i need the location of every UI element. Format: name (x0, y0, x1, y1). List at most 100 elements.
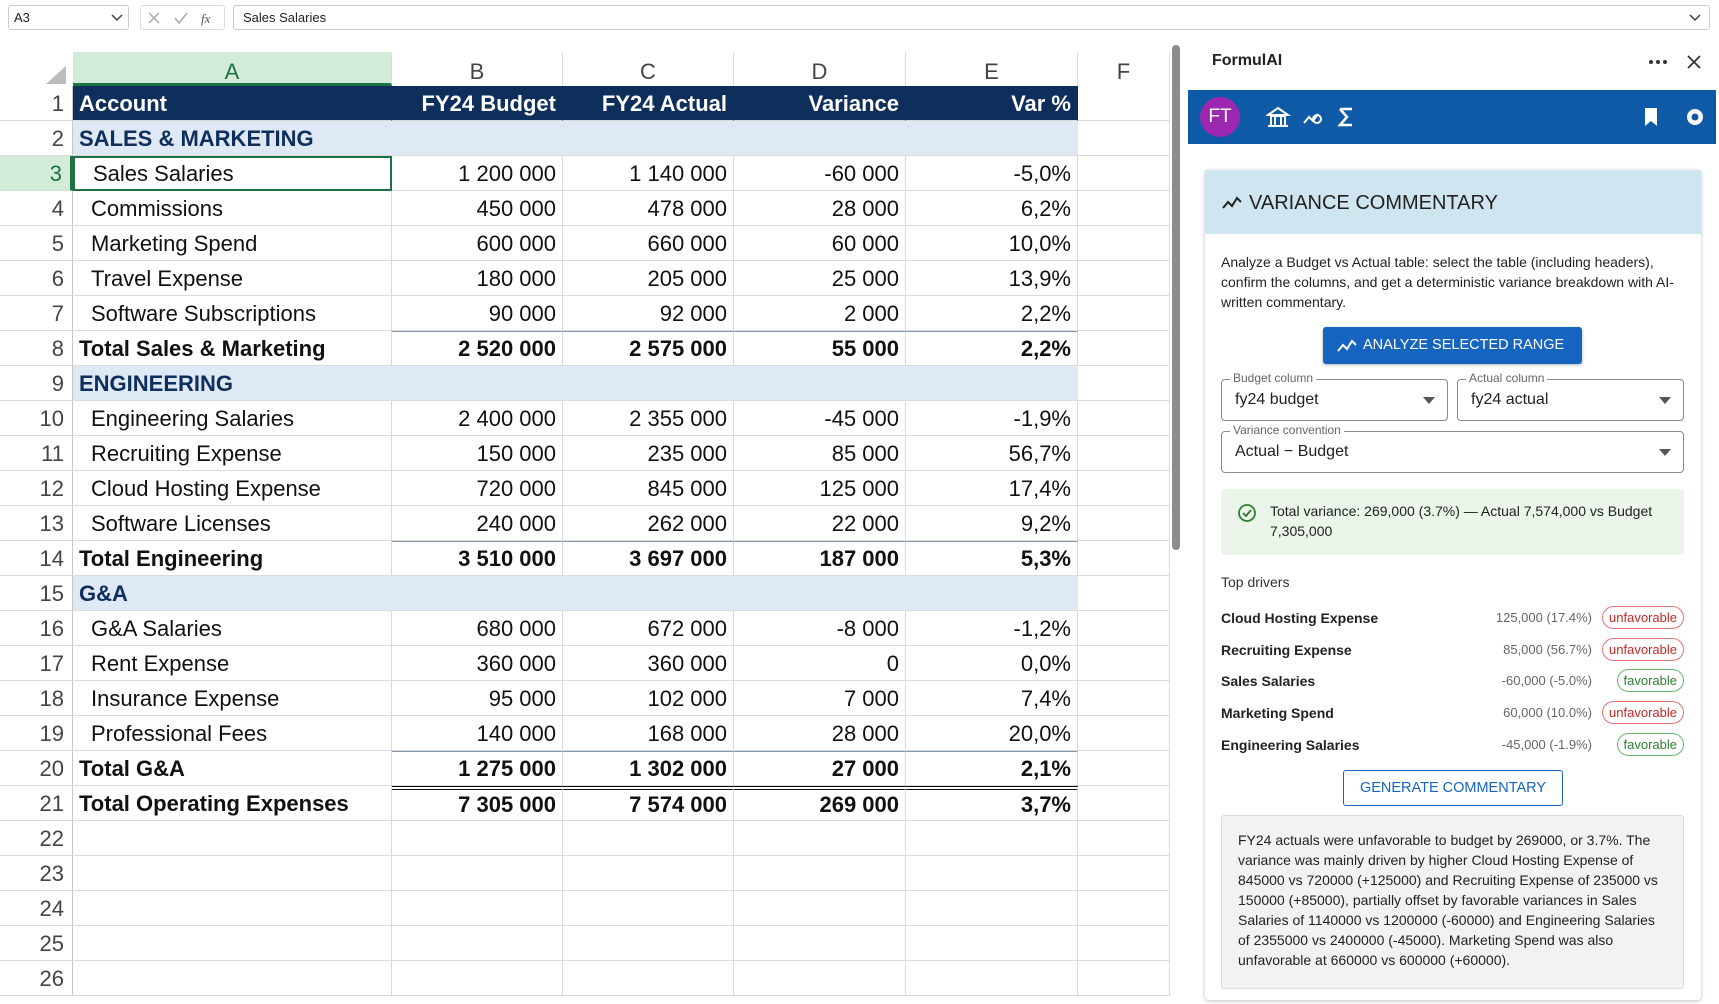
cell[interactable]: 0,0% (906, 646, 1078, 681)
cell[interactable]: 2 400 000 (392, 401, 563, 436)
empty-cell[interactable] (1078, 646, 1170, 681)
empty-cell[interactable] (906, 856, 1078, 891)
empty-cell[interactable] (1078, 121, 1170, 156)
panel-controls[interactable] (1648, 52, 1718, 72)
cell[interactable]: 0 (734, 646, 906, 681)
cell[interactable]: 360 000 (563, 646, 734, 681)
empty-cell[interactable] (563, 856, 734, 891)
empty-cell[interactable] (1078, 716, 1170, 751)
row-number[interactable]: 2 (0, 121, 73, 156)
row-number[interactable]: 15 (0, 576, 73, 611)
empty-cell[interactable] (734, 961, 906, 996)
cell[interactable]: G&A (73, 576, 392, 611)
cell[interactable]: 1 200 000 (392, 156, 563, 191)
empty-cell[interactable] (1078, 821, 1170, 856)
empty-cell[interactable] (906, 961, 1078, 996)
cell[interactable]: 660 000 (563, 226, 734, 261)
toolbar-icons[interactable] (1266, 105, 1366, 129)
empty-cell[interactable] (906, 821, 1078, 856)
cell[interactable]: Marketing Spend (73, 226, 392, 261)
cell[interactable]: 3,7% (906, 786, 1078, 821)
cell[interactable]: 1 140 000 (563, 156, 734, 191)
empty-cell[interactable] (1078, 86, 1170, 121)
cell[interactable]: -5,0% (906, 156, 1078, 191)
budget-select[interactable]: Budget column fy24 budget (1221, 371, 1448, 421)
empty-cell[interactable] (1078, 366, 1170, 401)
column-header[interactable]: C (563, 52, 734, 86)
empty-cell[interactable] (1078, 856, 1170, 891)
cell[interactable]: 60 000 (734, 226, 906, 261)
cell[interactable]: Rent Expense (73, 646, 392, 681)
column-header[interactable]: F (1078, 52, 1170, 86)
cell[interactable]: Software Licenses (73, 506, 392, 541)
empty-cell[interactable] (906, 891, 1078, 926)
cell[interactable]: Total Sales & Marketing (73, 331, 392, 366)
row-number[interactable]: 23 (0, 856, 73, 891)
row-number[interactable]: 12 (0, 471, 73, 506)
cell[interactable]: 17,4% (906, 471, 1078, 506)
cell[interactable]: 7 574 000 (563, 786, 734, 821)
cell[interactable]: 140 000 (392, 716, 563, 751)
empty-cell[interactable] (734, 366, 906, 401)
empty-cell[interactable] (392, 961, 563, 996)
empty-cell[interactable] (734, 821, 906, 856)
row-number[interactable]: 25 (0, 926, 73, 961)
empty-cell[interactable] (1078, 226, 1170, 261)
cell[interactable]: 20,0% (906, 716, 1078, 751)
empty-cell[interactable] (1078, 156, 1170, 191)
cell[interactable]: 90 000 (392, 296, 563, 331)
row-number[interactable]: 14 (0, 541, 73, 576)
empty-cell[interactable] (392, 821, 563, 856)
cell[interactable]: 680 000 (392, 611, 563, 646)
row-number[interactable]: 16 (0, 611, 73, 646)
cell[interactable]: 2,1% (906, 751, 1078, 786)
cell[interactable]: 5,3% (906, 541, 1078, 576)
cell[interactable]: SALES & MARKETING (73, 121, 392, 156)
empty-cell[interactable] (906, 366, 1078, 401)
cell[interactable]: Sales Salaries (73, 156, 392, 191)
cell[interactable]: 180 000 (392, 261, 563, 296)
cell[interactable]: 269 000 (734, 786, 906, 821)
empty-cell[interactable] (563, 891, 734, 926)
cell[interactable]: Variance (734, 86, 906, 121)
cell[interactable]: Insurance Expense (73, 681, 392, 716)
empty-cell[interactable] (1078, 506, 1170, 541)
empty-cell[interactable] (1078, 786, 1170, 821)
cell[interactable]: 205 000 (563, 261, 734, 296)
cell[interactable]: 187 000 (734, 541, 906, 576)
empty-cell[interactable] (1078, 191, 1170, 226)
cell[interactable]: 2 000 (734, 296, 906, 331)
cell[interactable]: 478 000 (563, 191, 734, 226)
empty-cell[interactable] (1078, 296, 1170, 331)
cell[interactable]: 27 000 (734, 751, 906, 786)
column-header[interactable]: B (392, 52, 563, 86)
cell[interactable]: 10,0% (906, 226, 1078, 261)
cell[interactable]: -1,9% (906, 401, 1078, 436)
cell[interactable]: FY24 Actual (563, 86, 734, 121)
cell[interactable]: Total G&A (73, 751, 392, 786)
empty-cell[interactable] (563, 366, 734, 401)
empty-cell[interactable] (563, 926, 734, 961)
empty-cell[interactable] (392, 856, 563, 891)
cell[interactable]: Travel Expense (73, 261, 392, 296)
cell[interactable]: 3 510 000 (392, 541, 563, 576)
cell[interactable]: Commissions (73, 191, 392, 226)
row-number[interactable]: 19 (0, 716, 73, 751)
row-number[interactable]: 3 (0, 156, 73, 191)
empty-cell[interactable] (1078, 261, 1170, 296)
cell[interactable]: 3 697 000 (563, 541, 734, 576)
cell[interactable]: 7 000 (734, 681, 906, 716)
cell[interactable]: 2,2% (906, 331, 1078, 366)
empty-cell[interactable] (392, 576, 563, 611)
cell[interactable]: 845 000 (563, 471, 734, 506)
row-number[interactable]: 11 (0, 436, 73, 471)
cell[interactable]: FY24 Budget (392, 86, 563, 121)
row-number[interactable]: 22 (0, 821, 73, 856)
empty-cell[interactable] (734, 856, 906, 891)
empty-cell[interactable] (73, 856, 392, 891)
cell[interactable]: Account (73, 86, 392, 121)
cell[interactable]: 2 355 000 (563, 401, 734, 436)
cell[interactable]: -60 000 (734, 156, 906, 191)
cell[interactable]: Software Subscriptions (73, 296, 392, 331)
cell[interactable]: 102 000 (563, 681, 734, 716)
